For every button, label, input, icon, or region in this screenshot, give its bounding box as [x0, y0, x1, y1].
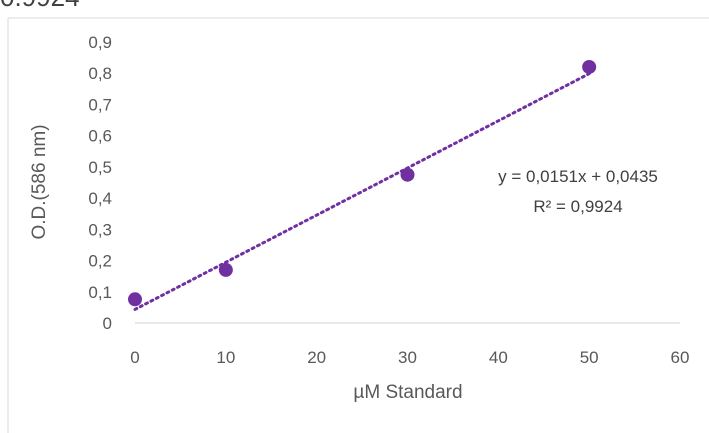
y-tick-label: 0,1	[88, 283, 112, 302]
x-tick-label: 0	[130, 348, 139, 367]
y-tick-label: 0,4	[88, 189, 112, 208]
trendline-equation: y = 0,0151x + 0,0435	[498, 167, 658, 186]
y-tick-label: 0	[103, 314, 112, 333]
cut-off-label: 0.9924	[0, 0, 80, 13]
data-point	[218, 262, 233, 277]
x-tick-label: 60	[671, 348, 690, 367]
y-tick-label: 0,6	[88, 127, 112, 146]
y-axis-title: O.D.(586 nm)	[29, 124, 50, 239]
x-tick-label: 40	[489, 348, 508, 367]
y-tick-label: 0,7	[88, 95, 112, 114]
x-tick-label: 20	[307, 348, 326, 367]
x-tick-label: 10	[216, 348, 235, 367]
x-tick-labels: 0 10 20 30 40 50 60	[130, 348, 689, 367]
x-tick-label: 30	[398, 348, 417, 367]
y-tick-label: 0,3	[88, 220, 112, 239]
y-tick-label: 0,9	[88, 33, 112, 52]
data-point	[400, 167, 415, 182]
data-points	[128, 59, 597, 307]
y-tick-label: 0,5	[88, 158, 112, 177]
x-axis-title: µM Standard	[353, 382, 462, 403]
y-tick-labels: 0 0,1 0,2 0,3 0,4 0,5 0,6 0,7 0,8 0,9	[88, 33, 112, 333]
r-squared-label: R² = 0,9924	[533, 197, 622, 216]
y-tick-label: 0,8	[88, 64, 112, 83]
y-tick-label: 0,2	[88, 252, 112, 271]
data-point	[582, 59, 597, 74]
data-point	[128, 292, 142, 307]
x-tick-label: 50	[580, 348, 599, 367]
trendline	[133, 72, 591, 311]
